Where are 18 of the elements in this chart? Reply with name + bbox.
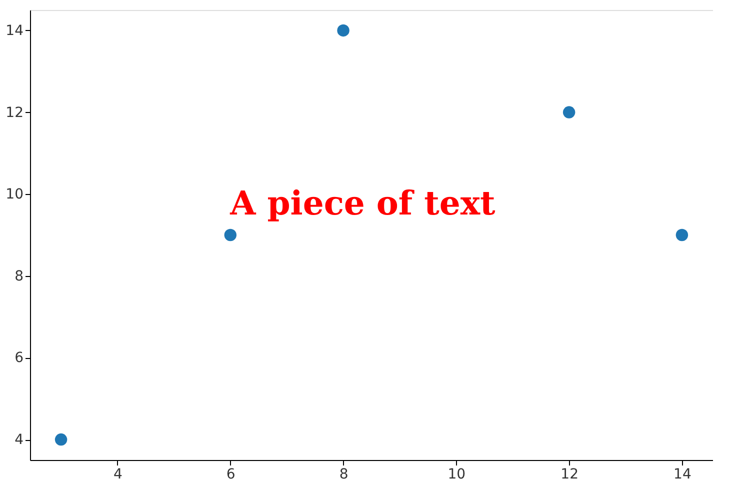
x-tick-label: 12 (560, 466, 578, 482)
y-tick-label: 6 (14, 350, 24, 366)
annotation: A piece of text (229, 184, 496, 223)
x-tick-label: 14 (674, 466, 692, 482)
point (54, 433, 68, 446)
y-tick-label: 4 (14, 432, 24, 448)
y-tick-label: 14 (6, 22, 24, 39)
x-tick-label: 6 (226, 466, 236, 482)
x-tick-label: 8 (339, 466, 348, 482)
point (337, 24, 350, 37)
point (224, 228, 237, 242)
x-tick-label: 10 (448, 466, 466, 482)
y-tick-label: 12 (6, 104, 24, 121)
point (562, 106, 576, 118)
y-tick-label: 8 (14, 268, 24, 284)
point (676, 228, 688, 242)
y-tick-label: 10 (6, 186, 24, 203)
x-tick-label: 4 (114, 466, 123, 482)
